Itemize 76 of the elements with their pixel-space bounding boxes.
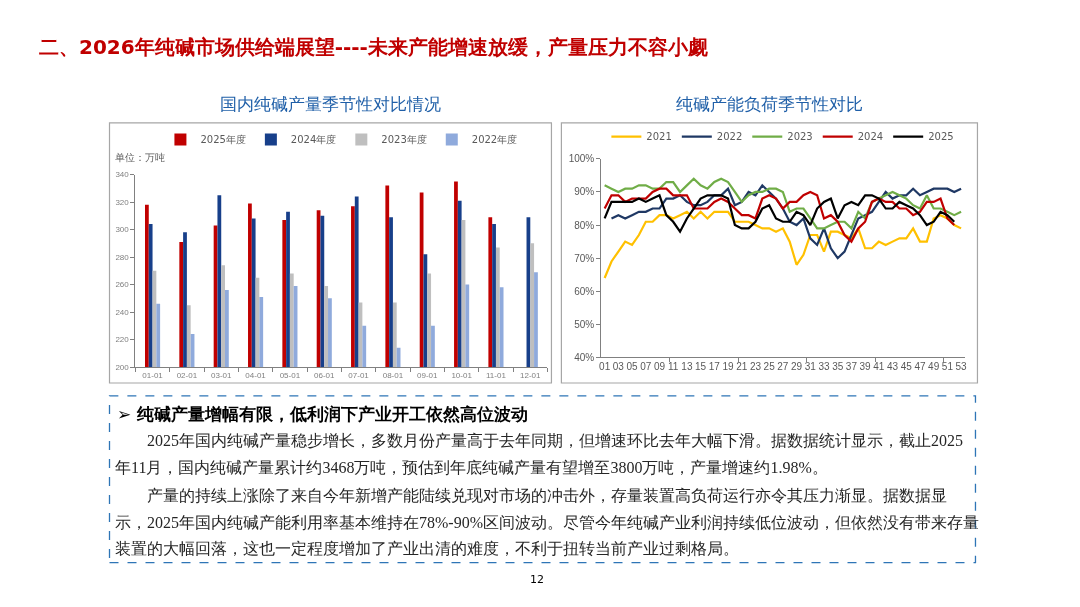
x-tick-label: 19 bbox=[722, 361, 735, 373]
x-tick-label: 11-01 bbox=[486, 370, 507, 380]
y-tick-label: 70% bbox=[574, 252, 595, 264]
legend-label: 2024年度 bbox=[290, 134, 337, 146]
chart-title: 国内纯碱产量季节性对比情况 bbox=[220, 94, 441, 114]
x-tick-label: 31 bbox=[804, 361, 817, 373]
legend-label: 2023年度 bbox=[381, 134, 427, 146]
y-tick-label: 50% bbox=[574, 318, 595, 330]
y-tick-label: 320 bbox=[115, 197, 130, 207]
x-tick-label: 21 bbox=[736, 361, 748, 373]
x-tick-label: 07 bbox=[640, 361, 652, 373]
line-series bbox=[603, 194, 956, 233]
text: 二、2026年纯碱市场供给端展望----未来产能增速放缓，产量压力不容小觑 bbox=[39, 35, 708, 59]
x-tick-label: 03 bbox=[612, 361, 625, 373]
x-tick-label: 39 bbox=[859, 361, 872, 373]
x-tick-label: 08-01 bbox=[382, 370, 404, 380]
y-tick-label: 280 bbox=[115, 252, 130, 262]
x-tick-label: 10-01 bbox=[451, 370, 473, 380]
line-series bbox=[610, 184, 963, 260]
x-tick-label: 17 bbox=[708, 361, 721, 373]
y-tick-label: 260 bbox=[115, 280, 130, 290]
legend-label: 2025 bbox=[928, 131, 954, 143]
text: ➢ 纯碱产量增幅有限，低利润下产业开工依然高位波动 bbox=[117, 404, 529, 424]
x-tick-label: 35 bbox=[832, 361, 844, 373]
x-tick-label: 01-01 bbox=[142, 370, 164, 380]
x-tick-label: 11 bbox=[668, 361, 679, 373]
y-tick-label: 200 bbox=[115, 362, 130, 372]
x-tick-label: 04-01 bbox=[245, 370, 267, 380]
legend-label: 2024 bbox=[857, 131, 884, 143]
x-tick-label: 25 bbox=[763, 361, 776, 373]
line-series bbox=[603, 187, 956, 243]
y-tick-label: 340 bbox=[115, 170, 130, 180]
text: 2025年国内纯碱产量稳步增长，多数月份产量高于去年同期，但增速环比去年大幅下滑。据数据统计显示，截止2025年11月，国内纯碱产量累计约3468万吨，预估到年底纯碱产量有望增至3800万吨，产量增速约1.98%。 bbox=[115, 432, 963, 476]
x-tick-label: 06-01 bbox=[314, 370, 336, 380]
y-tick-label: 240 bbox=[115, 307, 130, 317]
y-tick-label: 90% bbox=[574, 186, 595, 198]
x-tick-label: 49 bbox=[928, 361, 940, 373]
text: 12 bbox=[530, 573, 544, 586]
legend-label: 2022年度 bbox=[471, 134, 518, 146]
x-tick-label: 05 bbox=[626, 361, 639, 373]
legend-label: 2022 bbox=[716, 131, 743, 143]
x-tick-label: 53 bbox=[955, 361, 968, 373]
x-tick-label: 43 bbox=[886, 361, 899, 373]
y-axis-title: 单位：万吨 bbox=[115, 152, 165, 163]
line-series bbox=[603, 177, 963, 230]
x-tick-label: 12-01 bbox=[520, 370, 542, 380]
x-tick-label: 13 bbox=[681, 361, 693, 373]
y-tick-label: 100% bbox=[568, 153, 595, 165]
x-tick-label: 37 bbox=[845, 361, 858, 373]
x-tick-label: 45 bbox=[900, 361, 913, 373]
x-tick-label: 05-01 bbox=[279, 370, 301, 380]
x-tick-label: 07-01 bbox=[348, 370, 370, 380]
x-tick-label: 27 bbox=[777, 361, 789, 373]
x-tick-label: 33 bbox=[818, 361, 830, 373]
x-tick-label: 29 bbox=[791, 361, 803, 373]
chart-title: 纯碱产能负荷季节性对比 bbox=[676, 94, 863, 114]
x-tick-label: 15 bbox=[695, 361, 707, 373]
legend-label: 2021 bbox=[646, 131, 672, 143]
y-tick-label: 220 bbox=[115, 335, 130, 345]
x-tick-label: 09 bbox=[653, 361, 666, 373]
x-tick-label: 51 bbox=[941, 361, 954, 373]
text: 产量的持续上涨除了来自今年新增产能陆续兑现对市场的冲击外，存量装置高负荷运行亦令其压力渐显。据数据显示，2025年国内纯碱产能利用率基本维持在78%-90%区间波动。尽管今年纯碱产业利润持续低位波动，但依然没有带来存量装置的大幅回落，这也一定程度增加了产业出清的难度，不利于扭转当前产业过剩格局。 bbox=[115, 487, 979, 557]
x-tick-label: 23 bbox=[749, 361, 762, 373]
legend-label: 2025年度 bbox=[200, 134, 246, 146]
y-tick-label: 300 bbox=[115, 225, 130, 235]
x-tick-label: 03-01 bbox=[211, 370, 233, 380]
x-tick-label: 02-01 bbox=[176, 370, 198, 380]
y-tick-label: 40% bbox=[574, 351, 595, 363]
line-series bbox=[603, 210, 963, 280]
legend-label: 2023 bbox=[787, 131, 813, 143]
y-tick-label: 60% bbox=[574, 285, 595, 297]
x-tick-label: 09-01 bbox=[417, 370, 439, 380]
x-tick-label: 47 bbox=[914, 361, 926, 373]
y-tick-label: 80% bbox=[574, 219, 595, 231]
x-tick-label: 01 bbox=[599, 361, 611, 373]
x-tick-label: 41 bbox=[873, 361, 885, 373]
